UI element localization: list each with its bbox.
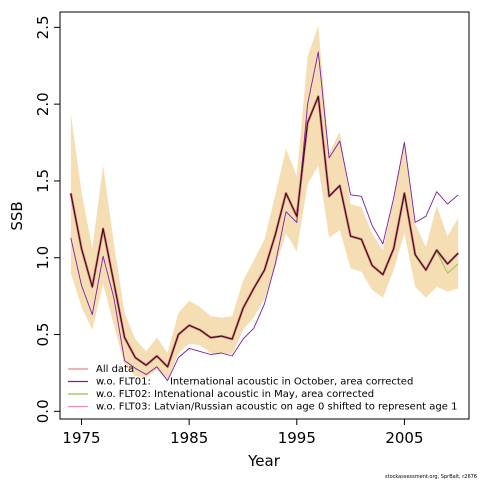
legend-label: All data <box>96 364 134 375</box>
confidence-band <box>70 25 459 381</box>
x-tick-label: 1995 <box>278 429 316 447</box>
y-tick-label: 2.5 <box>34 15 52 39</box>
series-lines <box>69 51 460 382</box>
y-tick-label: 1.0 <box>34 246 52 270</box>
series-line-1 <box>70 51 459 382</box>
x-tick-label: 1975 <box>62 429 100 447</box>
legend-label: w.o. FLT01: International acoustic in Oc… <box>96 377 413 388</box>
y-tick-label: 0.5 <box>34 323 52 347</box>
y-axis-title: SSB <box>8 201 26 230</box>
x-tick-label: 2005 <box>385 429 423 447</box>
band-area <box>70 25 459 381</box>
legend: All data w.o. FLT01: International acoust… <box>68 364 457 413</box>
x-axis: 1975 1985 1995 2005 <box>62 419 424 447</box>
x-tick-label: 1985 <box>170 429 208 447</box>
y-tick-label: 2.0 <box>34 92 52 116</box>
y-tick-label: 0.0 <box>34 399 52 423</box>
y-tick-label: 1.5 <box>34 169 52 193</box>
y-axis: 0.0 0.5 1.0 1.5 2.0 2.5 <box>34 15 60 423</box>
credit-text: stockassessment.org, SprBalt, r2676 <box>385 474 477 480</box>
x-axis-title: Year <box>247 452 281 470</box>
plot-frame <box>59 11 470 420</box>
legend-label: w.o. FLT02: Intenational acoustic in May… <box>96 389 374 400</box>
legend-label: w.o. FLT03: Latvian/Russian acoustic on … <box>96 402 457 413</box>
series-line-overlay <box>70 95 459 368</box>
